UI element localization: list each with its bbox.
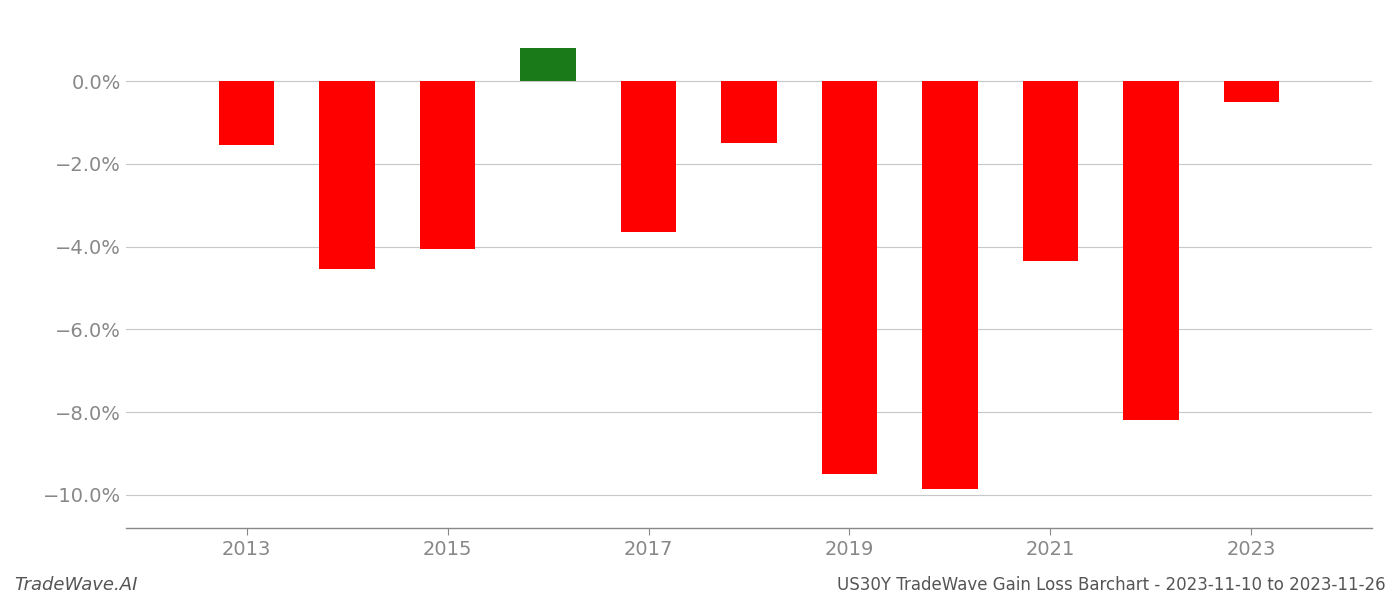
Text: US30Y TradeWave Gain Loss Barchart - 2023-11-10 to 2023-11-26: US30Y TradeWave Gain Loss Barchart - 202… [837,576,1386,594]
Bar [721,81,777,143]
Bar [1023,81,1078,261]
Bar [420,81,475,248]
Bar [1224,81,1280,102]
Bar [1123,81,1179,421]
Bar [218,81,274,145]
Text: TradeWave.AI: TradeWave.AI [14,576,137,594]
Bar [822,81,878,474]
Bar [923,81,977,488]
Bar [521,47,575,81]
Bar [620,81,676,232]
Bar [319,81,375,269]
